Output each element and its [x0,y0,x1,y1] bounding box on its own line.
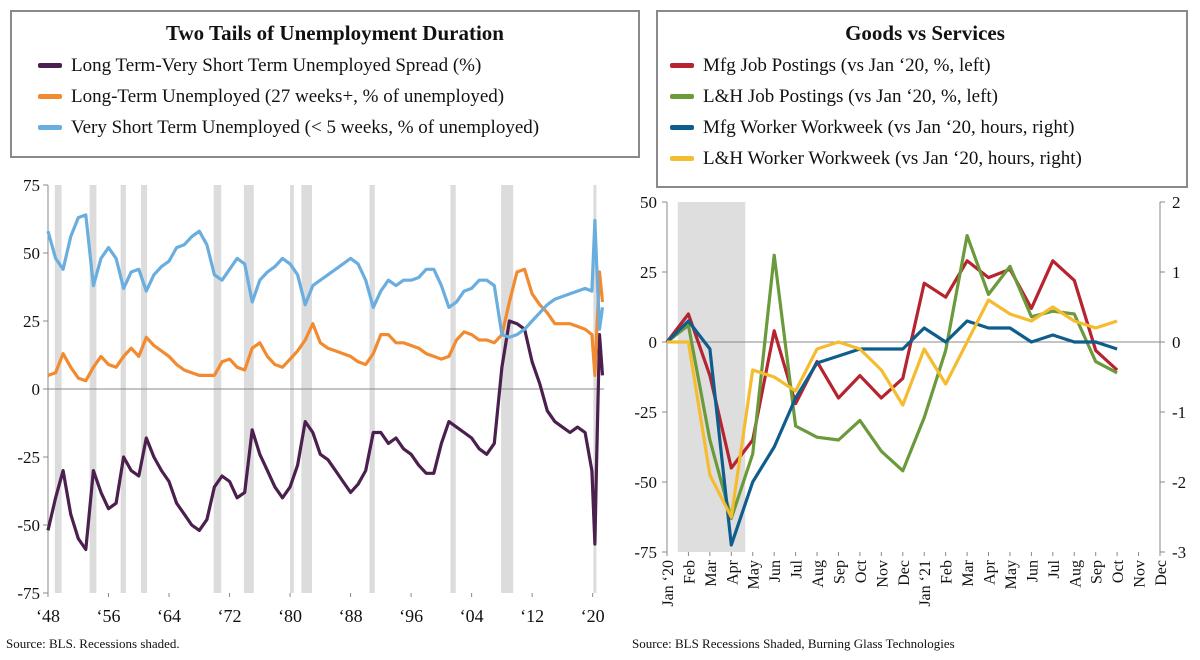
y-tick-label: 75 [23,176,40,195]
x-tick-label: ‘72 [218,606,242,626]
right-legend-item: L&H Worker Workweek (vs Jan ‘20, hours, … [670,143,1180,174]
right-y-tick-label: -2 [1172,473,1186,492]
x-tick-label: Dec [896,560,913,586]
x-tick-label: Jun [1024,560,1041,582]
right-source-note: Source: BLS Recessions Shaded, Burning G… [632,636,955,651]
legend-label: L&H Worker Workweek (vs Jan ‘20, hours, … [703,147,1082,169]
left-y-tick-label: 0 [649,333,658,352]
legend-swatch [670,125,694,130]
y-tick-label: -25 [17,448,40,467]
left-legend-box: Two Tails of Unemployment Duration Long … [10,10,640,158]
x-tick-label: Jun [767,560,784,582]
left-legend-title: Two Tails of Unemployment Duration [166,21,504,45]
right-chart-panel: Goods vs Services Mfg Job Postings (vs J… [600,0,1200,660]
left-source-note: Source: BLS. Recessions shaded. [6,636,180,651]
legend-swatch [670,94,694,99]
y-tick-label: 50 [23,244,40,263]
x-tick-label: ‘04 [460,606,484,626]
x-tick-label: Feb [939,560,956,584]
left-y-tick-label: -50 [634,473,657,492]
x-tick-label: Jul [1046,559,1063,578]
y-tick-label: 0 [32,380,41,399]
right-y-tick-label: -1 [1172,403,1186,422]
x-tick-label: Sep [1089,560,1106,584]
series-line [667,298,1118,519]
right-legend-box: Goods vs Services Mfg Job Postings (vs J… [656,10,1188,188]
x-tick-label: Oct [853,559,870,583]
legend-swatch [38,94,62,99]
right-y-tick-label: 2 [1172,193,1181,212]
x-tick-label: Jan ‘20 [660,560,677,607]
y-tick-label: -75 [17,584,40,603]
x-tick-label: Sep [831,560,848,584]
y-tick-label: 25 [23,312,40,331]
right-y-tick-label: -3 [1172,543,1186,562]
left-legend-item: Long-Term Unemployed (27 weeks+, % of un… [38,81,632,112]
x-tick-label: Mar [960,559,977,586]
x-tick-label: ‘64 [157,606,181,626]
right-y-tick-label: 1 [1172,263,1181,282]
x-tick-label: Aug [1067,560,1084,588]
left-y-tick-label: -75 [634,543,657,562]
x-tick-label: Jan ‘21 [917,560,934,607]
series-line [46,319,605,552]
x-tick-label: Feb [681,560,698,584]
legend-swatch [670,63,694,68]
legend-label: Mfg Worker Workweek (vs Jan ‘20, hours, … [703,116,1075,138]
left-legend-item: Very Short Term Unemployed (< 5 weeks, %… [38,112,632,143]
left-legend-item: Long Term-Very Short Term Unemployed Spr… [38,50,632,81]
right-legend-item: L&H Job Postings (vs Jan ‘20, %, left) [670,81,1180,112]
x-tick-label: Nov [1132,560,1149,588]
x-tick-label: Dec [1153,560,1170,586]
legend-swatch [38,125,62,130]
x-tick-label: Aug [810,560,827,588]
x-tick-label: ‘56 [97,606,121,626]
x-tick-label: Apr [982,559,999,585]
legend-label: L&H Job Postings (vs Jan ‘20, %, left) [703,85,999,107]
x-tick-label: ‘12 [520,606,544,626]
legend-label: Long Term-Very Short Term Unemployed Spr… [71,54,482,76]
x-tick-label: ‘20 [581,606,605,626]
x-tick-label: Apr [724,559,741,585]
left-chart-svg: 75 50 25 0 -25 -50 -75 ‘48 ‘56 ‘64 ‘72 ‘80 ‘88 ‘96 ‘04… [17,176,605,626]
legend-swatch [670,156,694,161]
legend-swatch [38,63,62,68]
x-tick-label: Nov [874,560,891,588]
x-tick-label: May [1003,560,1020,589]
left-y-tick-label: 25 [640,263,657,282]
x-tick-label: Jul [789,559,806,578]
series-line [46,213,605,339]
x-tick-label: ‘80 [278,606,302,626]
left-y-tick-label: -25 [634,403,657,422]
left-y-tick-label: 50 [640,193,657,212]
right-legend-item: Mfg Job Postings (vs Jan ‘20, %, left) [670,50,1180,81]
legend-label: Mfg Job Postings (vs Jan ‘20, %, left) [703,54,991,76]
x-tick-label: ‘96 [399,606,423,626]
left-chart-panel: Two Tails of Unemployment Duration Long … [6,10,640,651]
series-line [47,267,605,383]
right-y-tick-label: 0 [1172,333,1181,352]
legend-label: Long-Term Unemployed (27 weeks+, % of un… [71,85,505,107]
x-tick-label: May [746,560,763,589]
series-line [665,319,1118,547]
x-tick-label: Oct [1110,559,1127,583]
x-tick-label: Mar [703,559,720,586]
x-tick-label: ‘48 [36,606,60,626]
right-legend-item: Mfg Worker Workweek (vs Jan ‘20, hours, … [670,112,1180,143]
y-tick-label: -50 [17,516,40,535]
x-tick-label: ‘88 [339,606,363,626]
right-legend-title: Goods vs Services [845,21,1005,45]
legend-label: Very Short Term Unemployed (< 5 weeks, %… [71,116,540,138]
